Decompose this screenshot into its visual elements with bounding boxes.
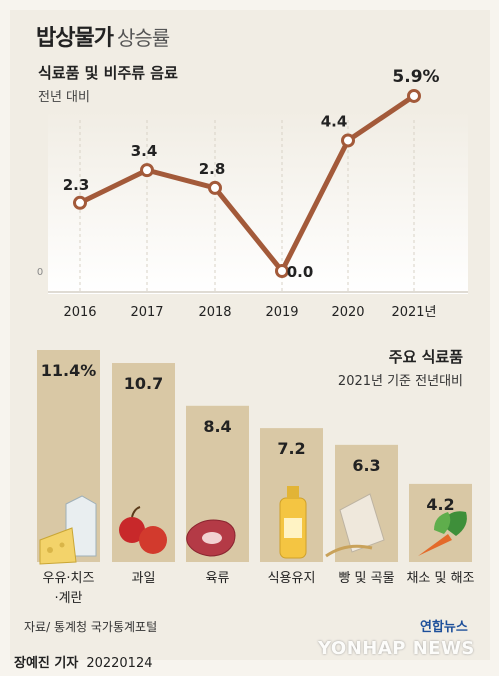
grain-bag-icon	[339, 493, 385, 553]
line-x-tick-label: 2016	[63, 305, 96, 320]
watermark: YONHAP NEWS	[318, 638, 475, 659]
reporter: 장예진 기자	[14, 656, 79, 671]
bar-category-label: ·계란	[54, 591, 82, 606]
line-value-label: 2.8	[199, 160, 226, 178]
bar-category-label: 식용유지	[268, 571, 316, 586]
leaf-icon	[434, 512, 451, 534]
line-x-tick-label: 2021년	[391, 305, 436, 320]
line-value-label: 3.4	[131, 142, 158, 160]
bar-value-label: 7.2	[277, 439, 305, 458]
line-x-tick-label: 2018	[198, 305, 231, 320]
line-value-label: 0.0	[287, 263, 314, 281]
line-chart-subtitle: 전년 대비	[38, 90, 90, 105]
bar-value-label: 4.2	[426, 495, 454, 514]
line-plot-area	[48, 110, 468, 294]
bar-value-label: 11.4%	[41, 361, 97, 380]
oil-label-icon	[284, 518, 302, 538]
apple-icon	[139, 526, 167, 554]
bar-category-label: 빵 및 곡물	[338, 571, 394, 586]
cheese-icon	[39, 527, 77, 565]
oil-cap-icon	[287, 486, 299, 498]
line-x-tick-label: 2017	[130, 305, 163, 320]
bar-chart-subtitle: 2021년 기준 전년대비	[337, 374, 463, 389]
bar-category-label: 채소 및 해조	[406, 571, 474, 586]
page-title: 밥상물가 상승률	[36, 26, 170, 51]
line-point	[407, 88, 421, 103]
line-value-label: 5.9%	[392, 67, 439, 87]
line-series	[77, 93, 417, 274]
line-point	[73, 195, 87, 210]
line-x-tick-label: 2019	[265, 305, 298, 320]
line-point	[275, 264, 289, 278]
bar-category-label: 우유·치즈	[43, 571, 95, 586]
cheese-hole-icon	[47, 547, 53, 553]
apple-stem-icon	[131, 506, 141, 518]
bar-category-label: 과일	[132, 571, 156, 586]
apple-icon	[119, 517, 145, 543]
line-point	[341, 133, 355, 148]
bar-value-label: 8.4	[203, 417, 231, 436]
wheat-icon	[325, 544, 373, 558]
cheese-hole-icon	[59, 542, 65, 548]
y-tick-label: 0	[37, 267, 43, 278]
line-value-label: 2.3	[63, 176, 90, 194]
bar-value-label: 10.7	[124, 374, 163, 393]
publish-date: 20220124	[86, 656, 153, 671]
line-point	[208, 180, 222, 195]
page-title-suffix: 상승률	[116, 26, 170, 50]
bar-chart-title: 주요 식료품	[388, 348, 463, 366]
bar-category-label: 육류	[206, 571, 230, 586]
line-value-label: 4.4	[321, 112, 348, 130]
byline: 장예진 기자 20220124	[14, 652, 153, 671]
carrot-icon	[418, 534, 452, 556]
meat-fat-icon	[202, 532, 222, 544]
line-point	[140, 163, 154, 178]
line-x-tick-label: 2020	[331, 305, 364, 320]
bar-value-label: 6.3	[352, 456, 380, 475]
source-note: 자료/ 통계청 국가통계포털	[24, 620, 158, 634]
line-chart-title: 식료품 및 비주류 음료	[38, 64, 178, 82]
yonhap-logo: 연합뉴스	[420, 620, 468, 635]
